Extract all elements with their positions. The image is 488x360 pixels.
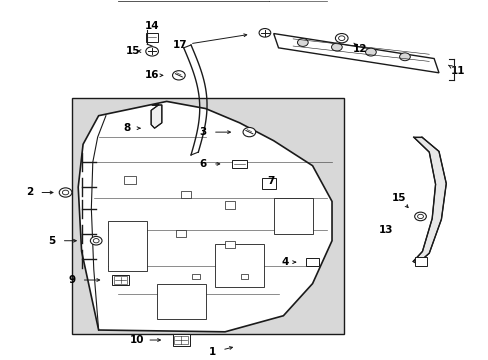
Text: 6: 6 [199, 159, 206, 169]
Text: 4: 4 [281, 257, 288, 267]
Bar [146, 33, 158, 41]
Bar [108, 221, 147, 271]
Circle shape [62, 190, 69, 195]
Bar [414, 257, 426, 266]
Bar [114, 276, 127, 284]
Bar [224, 241, 234, 248]
Polygon shape [412, 137, 446, 264]
Text: 1: 1 [209, 347, 216, 357]
Circle shape [338, 36, 344, 41]
Circle shape [59, 188, 72, 197]
Circle shape [331, 43, 342, 51]
Bar [181, 191, 191, 198]
Text: 10: 10 [130, 335, 144, 345]
Circle shape [399, 53, 409, 61]
Text: 5: 5 [48, 236, 56, 246]
Circle shape [243, 127, 255, 137]
Text: 3: 3 [199, 127, 206, 137]
Bar [273, 198, 312, 234]
Text: 11: 11 [450, 66, 465, 76]
Bar [172, 334, 190, 346]
Text: 12: 12 [352, 44, 366, 54]
Text: 2: 2 [26, 188, 33, 198]
Bar [215, 244, 264, 287]
Text: 15: 15 [391, 193, 406, 203]
Circle shape [145, 47, 158, 56]
Bar [176, 230, 186, 237]
Text: 13: 13 [379, 225, 393, 235]
Bar [262, 178, 275, 189]
Text: 16: 16 [144, 70, 159, 80]
Bar [224, 202, 234, 208]
Circle shape [297, 39, 307, 46]
Circle shape [365, 48, 375, 56]
Polygon shape [151, 105, 162, 128]
Text: 8: 8 [123, 123, 130, 133]
Bar [231, 160, 247, 168]
Circle shape [93, 239, 99, 243]
Circle shape [335, 33, 347, 43]
Circle shape [417, 214, 423, 219]
Text: 7: 7 [267, 176, 274, 186]
Polygon shape [273, 33, 438, 73]
Bar [157, 284, 205, 319]
Text: 9: 9 [68, 275, 75, 285]
Bar [112, 275, 129, 285]
Bar [241, 274, 247, 279]
Text: 14: 14 [144, 21, 159, 31]
Bar [192, 274, 199, 279]
Circle shape [172, 71, 185, 80]
Bar [72, 98, 344, 334]
Polygon shape [78, 102, 331, 332]
Bar [174, 336, 188, 344]
Circle shape [90, 237, 102, 245]
Text: 17: 17 [173, 40, 187, 50]
Circle shape [259, 28, 270, 37]
Text: 15: 15 [125, 46, 140, 56]
Circle shape [414, 212, 426, 221]
Bar [124, 176, 136, 184]
Bar [306, 258, 318, 266]
